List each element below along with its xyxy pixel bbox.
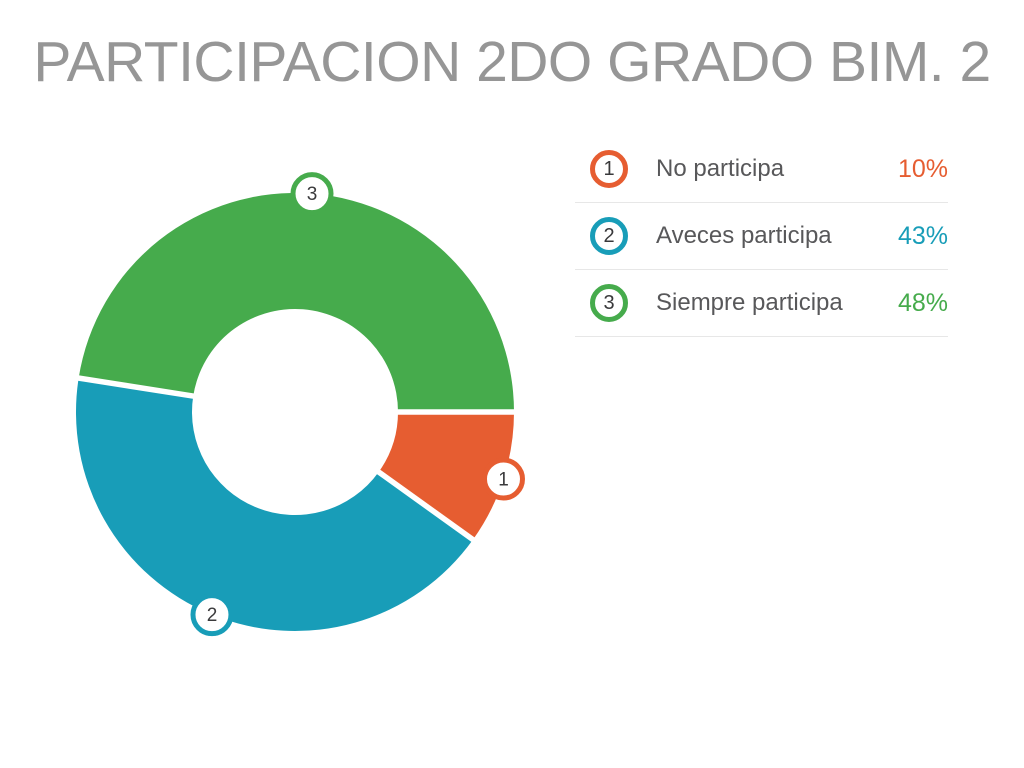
donut-slice-1 — [378, 412, 514, 540]
marker-number-1: 1 — [498, 470, 509, 491]
slice-separator — [75, 374, 202, 400]
legend-value: 10% — [897, 154, 948, 183]
marker-circle-1 — [481, 457, 525, 501]
legend-label: Aveces participa — [656, 222, 832, 249]
slice-separator — [370, 465, 478, 544]
legend-row-no-participa: 1 No participa 10% — [575, 136, 948, 203]
marker-circle-3 — [290, 172, 334, 216]
legend-label: Siempre participa — [656, 289, 843, 316]
page-title: PARTICIPACION 2DO GRADO BIM. 2 — [33, 30, 991, 94]
legend-label: No participa — [656, 155, 785, 182]
marker-circle-2 — [190, 593, 234, 637]
chart-legend: 1 No participa 10% 2 Aveces participa 43… — [575, 136, 948, 337]
legend-row-aveces-participa: 2 Aveces participa 43% — [575, 203, 948, 270]
legend-value: 43% — [897, 221, 948, 250]
donut-slice-3 — [78, 192, 514, 412]
legend-badge-3: 3 — [590, 284, 628, 322]
marker-number-3: 3 — [307, 184, 318, 205]
donut-slice-2 — [75, 378, 473, 632]
marker-number-2: 2 — [207, 605, 218, 626]
legend-badge-2: 2 — [590, 217, 628, 255]
legend-row-siempre-participa: 3 Siempre participa 48% — [575, 270, 948, 337]
legend-badge-1: 1 — [590, 150, 628, 188]
legend-value: 48% — [897, 288, 948, 317]
